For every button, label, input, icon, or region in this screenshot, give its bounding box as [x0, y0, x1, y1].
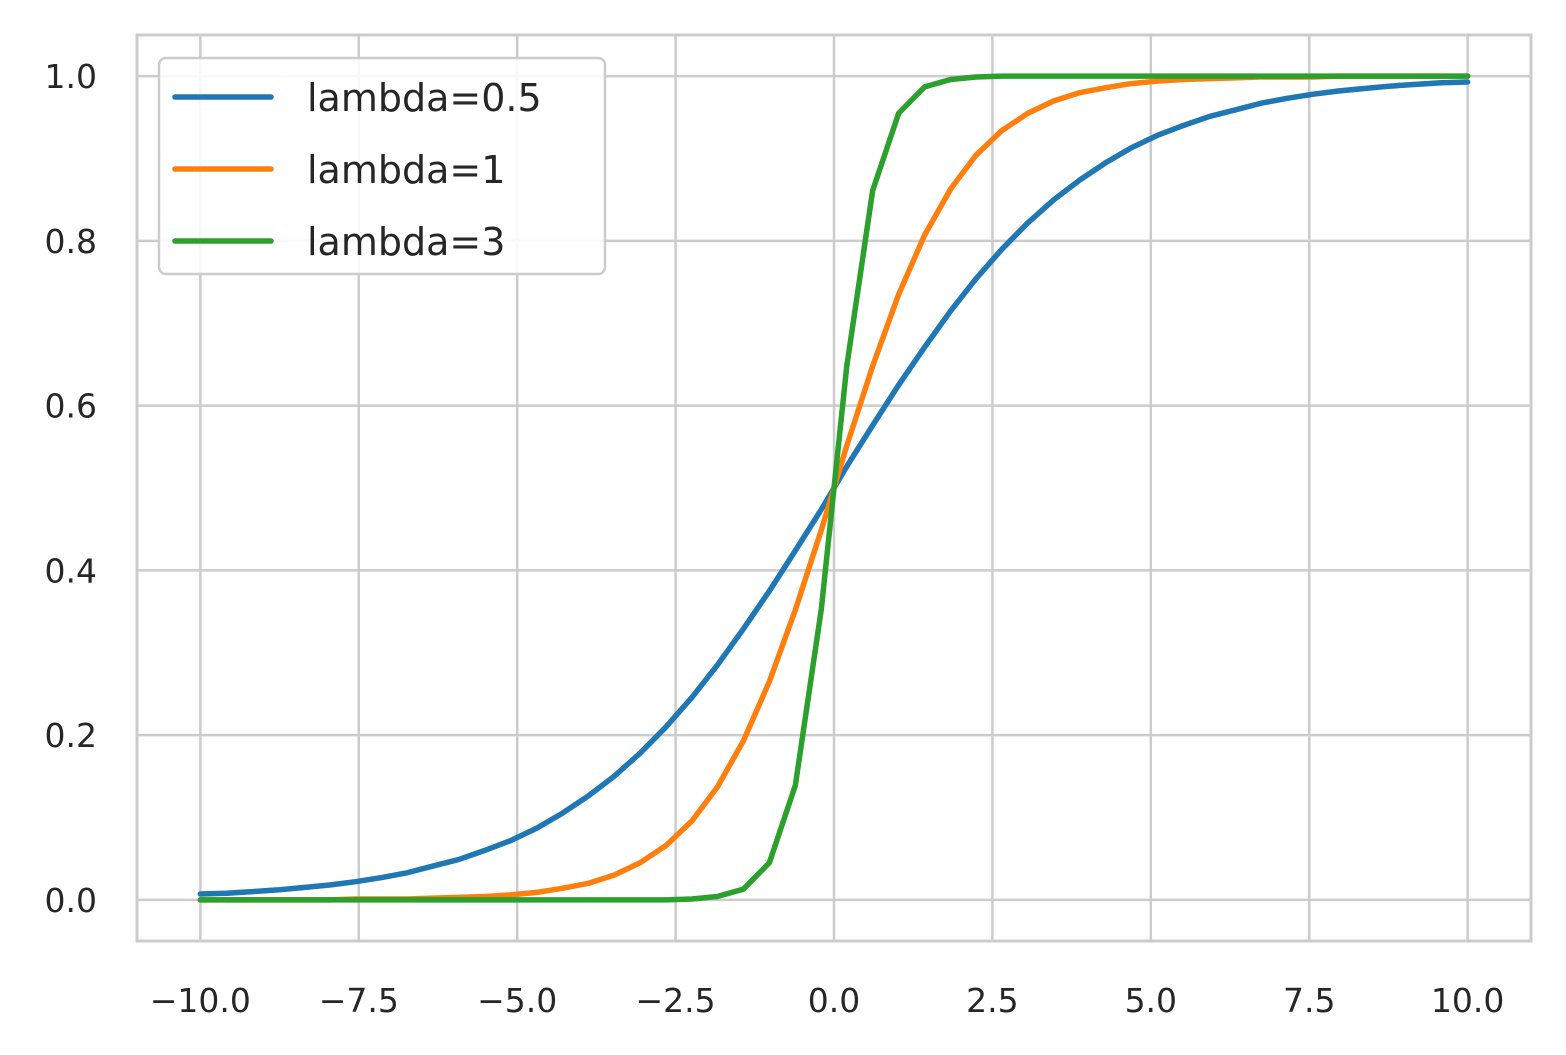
- legend-box: [157, 56, 607, 276]
- y-tick-label: 0.0: [45, 881, 97, 920]
- x-tick-label: 10.0: [1431, 981, 1504, 1020]
- series-line-3: [197, 73, 1471, 903]
- x-tick-label: 7.5: [1283, 981, 1335, 1020]
- legend-label: lambda=0.5: [307, 76, 542, 120]
- x-axis-tick-labels: −10.0 −7.5 −5.0 −2.5 0.0 2.5 5.0 7.5 10.0: [150, 981, 1505, 1020]
- y-tick-label: 1.0: [45, 57, 97, 96]
- legend: lambda=0.5 lambda=1 lambda=3: [157, 56, 607, 276]
- legend-label: lambda=3: [307, 220, 505, 264]
- y-tick-label: 0.8: [45, 222, 97, 261]
- x-tick-label: −10.0: [150, 981, 251, 1020]
- y-tick-label: 0.4: [45, 551, 97, 590]
- x-tick-label: −2.5: [636, 981, 716, 1020]
- y-tick-label: 0.6: [45, 387, 97, 426]
- plot-frame: [135, 33, 1533, 943]
- y-axis-tick-labels: 0.0 0.2 0.4 0.6 0.8 1.0: [45, 57, 97, 920]
- x-tick-label: −5.0: [477, 981, 557, 1020]
- x-tick-label: −7.5: [319, 981, 399, 1020]
- x-tick-label: 0.0: [808, 981, 860, 1020]
- series-lines: [197, 73, 1471, 903]
- legend-label: lambda=1: [307, 148, 505, 192]
- x-tick-label: 5.0: [1125, 981, 1177, 1020]
- y-tick-label: 0.2: [45, 716, 97, 755]
- x-tick-label: 2.5: [966, 981, 1018, 1020]
